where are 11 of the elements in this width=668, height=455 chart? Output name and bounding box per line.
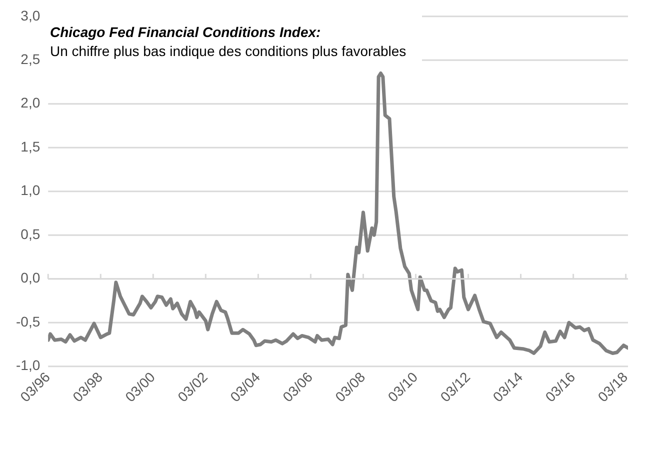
y-tick-label: 2,0: [20, 94, 40, 111]
y-tick-label: 1,0: [20, 182, 40, 198]
y-tick-label: -0,5: [16, 313, 40, 330]
y-tick-label: -1,0: [16, 357, 40, 374]
text: Un chiffre plus bas indique des conditions plus favorables: [50, 43, 406, 59]
y-tick-label: 0,5: [20, 226, 40, 242]
y-tick-label: 0,0: [20, 270, 40, 286]
y-tick-label: 1,5: [20, 138, 40, 154]
text: Chicago Fed Financial Conditions Index:: [50, 24, 322, 40]
y-tick-label: 3,0: [20, 7, 40, 24]
y-tick-label: 2,5: [20, 51, 40, 68]
